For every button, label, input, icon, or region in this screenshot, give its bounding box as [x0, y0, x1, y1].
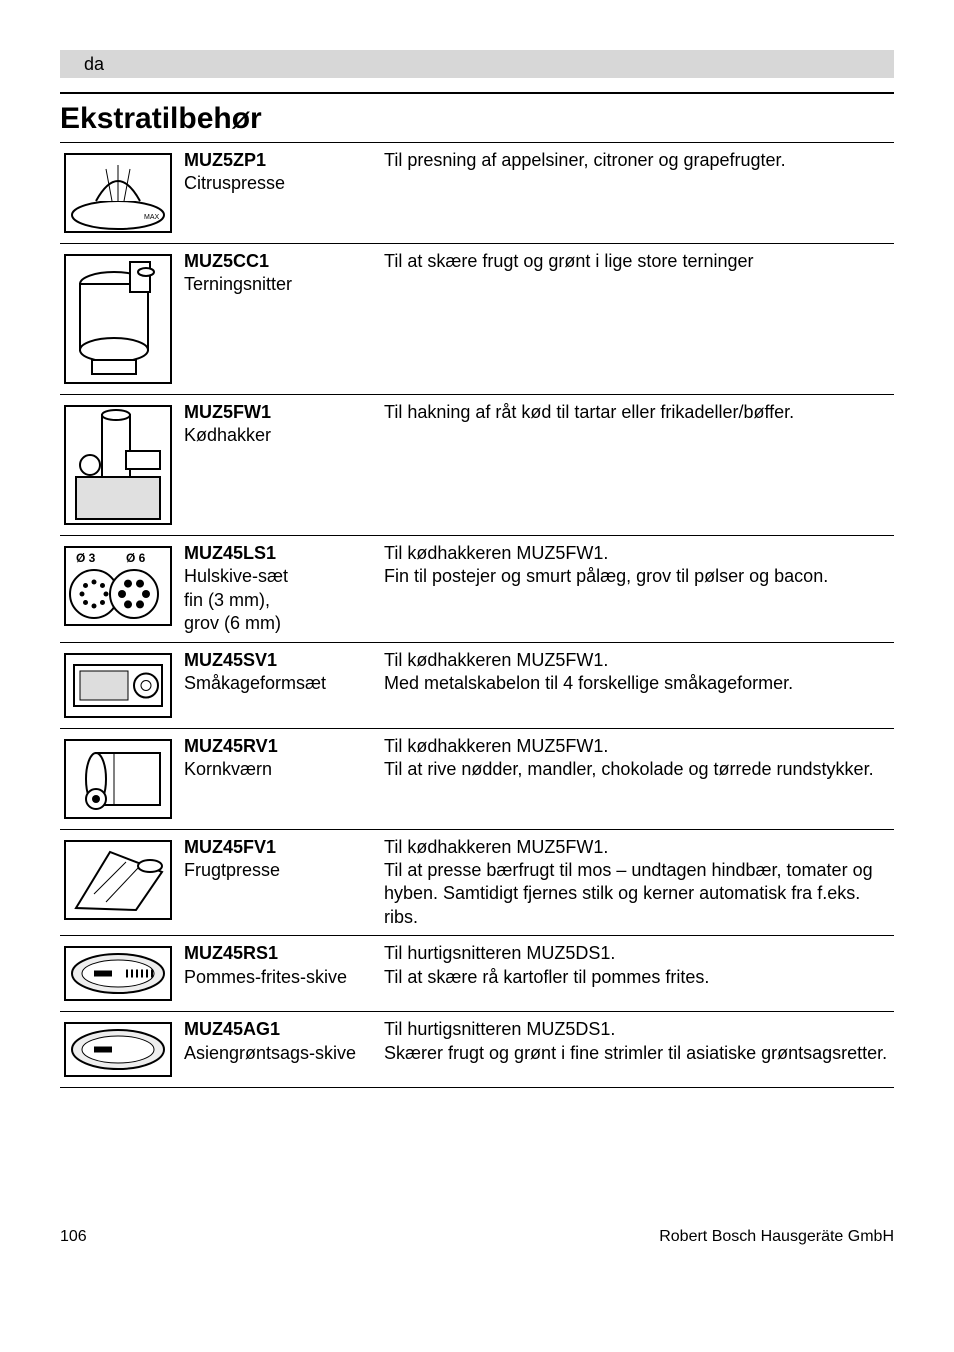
accessory-model: MUZ45FV1	[184, 836, 376, 859]
accessory-model: MUZ45RV1	[184, 735, 376, 758]
accessory-thumb-cell	[60, 1012, 180, 1088]
accessory-name: Pommes-frites-skive	[184, 966, 376, 989]
accessory-name-cell: MUZ45FV1Frugtpresse	[180, 829, 380, 936]
accessory-name: Småkageformsæt	[184, 672, 376, 695]
accessory-name-cell: MUZ45AG1Asiengrøntsags-skive	[180, 1012, 380, 1088]
table-row: MUZ45RS1Pommes-frites-skiveTil hurtigsni…	[60, 936, 894, 1012]
accessory-model: MUZ5CC1	[184, 250, 376, 273]
accessory-illustration	[64, 840, 172, 920]
accessory-illustration	[64, 946, 172, 1001]
accessory-desc-cell: Til hurtigsnitteren MUZ5DS1.Skærer frugt…	[380, 1012, 894, 1088]
accessory-desc-cell: Til hurtigsnitteren MUZ5DS1.Til at skære…	[380, 936, 894, 1012]
accessory-name-cell: MUZ5FW1Kødhakker	[180, 395, 380, 536]
accessory-illustration	[64, 254, 172, 384]
table-row: MUZ45FV1FrugtpresseTil kødhakkeren MUZ5F…	[60, 829, 894, 936]
accessory-thumb-cell: Ø 3 Ø 6	[60, 536, 180, 643]
table-row: MUZ45AG1Asiengrøntsags-skiveTil hurtigsn…	[60, 1012, 894, 1088]
table-row: MUZ5FW1KødhakkerTil hakning af råt kød t…	[60, 395, 894, 536]
table-row: MUZ45RV1KornkværnTil kødhakkeren MUZ5FW1…	[60, 728, 894, 829]
accessory-name: Citruspresse	[184, 172, 376, 195]
language-bar: da	[60, 50, 894, 78]
table-row: Ø 3 Ø 6 MUZ45LS1Hulskive-sætfin (3 mm),g…	[60, 536, 894, 643]
language-code: da	[84, 54, 104, 75]
page: da Ekstratilbehør MAX MUZ5ZP1Citruspresse…	[0, 0, 954, 1286]
accessory-model: MUZ45RS1	[184, 942, 376, 965]
accessories-table: MAX MUZ5ZP1CitruspresseTil presning af ap…	[60, 142, 894, 1088]
accessory-name: Kornkværn	[184, 758, 376, 781]
accessory-name-cell: MUZ45SV1Småkageformsæt	[180, 642, 380, 728]
page-number: 106	[60, 1228, 87, 1246]
top-rule	[60, 92, 894, 94]
accessory-name: Asiengrøntsags-skive	[184, 1042, 376, 1065]
accessory-model: MUZ45SV1	[184, 649, 376, 672]
accessory-desc-cell: Til at skære frugt og grønt i lige store…	[380, 244, 894, 395]
svg-text:MAX: MAX	[144, 214, 160, 221]
accessory-thumb-cell	[60, 395, 180, 536]
accessory-illustration: Ø 3 Ø 6	[64, 546, 172, 626]
accessory-illustration	[64, 405, 172, 525]
table-row: MAX MUZ5ZP1CitruspresseTil presning af ap…	[60, 143, 894, 244]
page-footer: 106 Robert Bosch Hausgeräte GmbH	[60, 1228, 894, 1246]
accessory-thumb-cell	[60, 728, 180, 829]
accessory-name-cell: MUZ45LS1Hulskive-sætfin (3 mm),grov (6 m…	[180, 536, 380, 643]
accessory-illustration	[64, 653, 172, 718]
accessory-name-cell: MUZ5ZP1Citruspresse	[180, 143, 380, 244]
accessory-name: Frugtpresse	[184, 859, 376, 882]
accessory-model: MUZ45LS1	[184, 542, 376, 565]
accessory-name: Terningsnitter	[184, 273, 376, 296]
svg-text:Ø 6: Ø 6	[126, 551, 146, 565]
accessory-name-cell: MUZ45RS1Pommes-frites-skive	[180, 936, 380, 1012]
accessory-illustration	[64, 1022, 172, 1077]
accessory-model: MUZ5ZP1	[184, 149, 376, 172]
page-title: Ekstratilbehør	[60, 102, 894, 136]
accessory-desc-cell: Til kødhakkeren MUZ5FW1.Til at presse bæ…	[380, 829, 894, 936]
company-name: Robert Bosch Hausgeräte GmbH	[659, 1228, 894, 1246]
accessory-illustration	[64, 739, 172, 819]
accessory-thumb-cell	[60, 936, 180, 1012]
accessory-illustration: MAX	[64, 153, 172, 233]
accessory-model: MUZ45AG1	[184, 1018, 376, 1041]
accessory-thumb-cell	[60, 244, 180, 395]
accessory-name-cell: MUZ45RV1Kornkværn	[180, 728, 380, 829]
svg-text:Ø 3: Ø 3	[76, 551, 96, 565]
accessory-desc-cell: Til kødhakkeren MUZ5FW1.Fin til postejer…	[380, 536, 894, 643]
accessory-thumb-cell	[60, 829, 180, 936]
table-row: MUZ45SV1SmåkageformsætTil kødhakkeren MU…	[60, 642, 894, 728]
accessory-desc-cell: Til kødhakkeren MUZ5FW1.Med metalskabelo…	[380, 642, 894, 728]
accessory-desc-cell: Til hakning af råt kød til tartar eller …	[380, 395, 894, 536]
accessory-model: MUZ5FW1	[184, 401, 376, 424]
accessory-thumb-cell: MAX	[60, 143, 180, 244]
accessory-name-cell: MUZ5CC1Terningsnitter	[180, 244, 380, 395]
accessory-desc-cell: Til kødhakkeren MUZ5FW1.Til at rive nødd…	[380, 728, 894, 829]
accessory-desc-cell: Til presning af appelsiner, citroner og …	[380, 143, 894, 244]
accessory-name: Kødhakker	[184, 424, 376, 447]
accessory-name: Hulskive-sætfin (3 mm),grov (6 mm)	[184, 565, 376, 635]
table-row: MUZ5CC1TerningsnitterTil at skære frugt …	[60, 244, 894, 395]
accessory-thumb-cell	[60, 642, 180, 728]
